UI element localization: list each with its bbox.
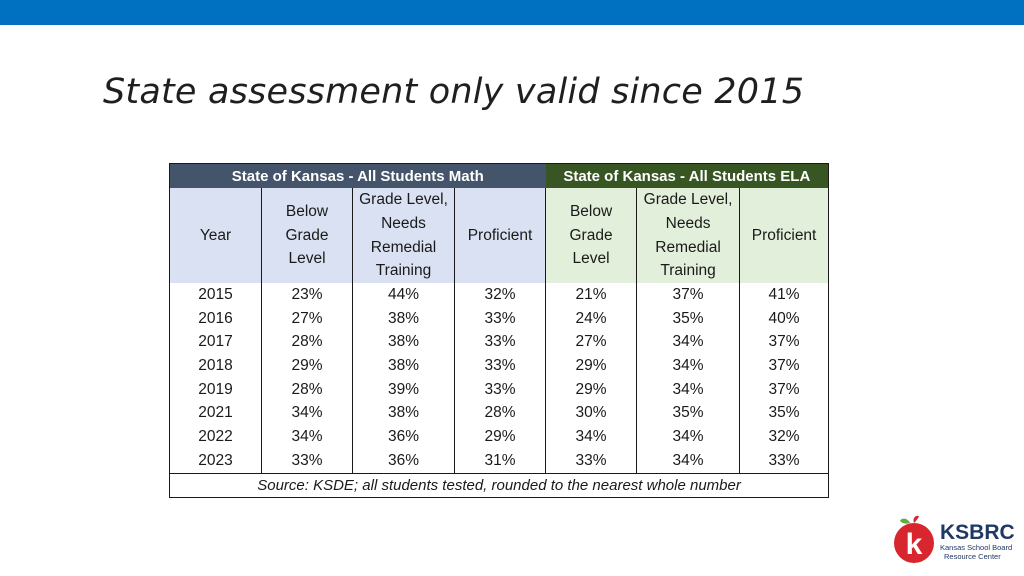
cell-ela-below: 34%: [545, 425, 637, 449]
cell-math-remedial: 36%: [352, 448, 455, 473]
cell-math-proficient: 31%: [453, 448, 546, 473]
table-row: 2023 33% 36% 31% 33% 34% 33%: [169, 448, 830, 473]
table-row: 2022 34% 36% 29% 34% 34% 32%: [169, 425, 830, 449]
math-group-header: State of Kansas - All Students Math: [168, 163, 546, 188]
cell-math-remedial: 38%: [352, 354, 455, 378]
cell-year: 2018: [169, 354, 262, 378]
cell-math-below: 28%: [261, 377, 353, 402]
cell-math-remedial: 38%: [352, 401, 455, 426]
cell-math-proficient: 33%: [453, 377, 546, 402]
cell-year: 2017: [169, 330, 262, 355]
col-header-ela-proficient: Proficient: [739, 188, 830, 283]
cell-ela-below: 24%: [545, 306, 637, 331]
cell-ela-below: 30%: [545, 401, 637, 426]
cell-math-remedial: 36%: [352, 425, 455, 449]
logo-mark: k: [906, 528, 923, 561]
cell-ela-below: 33%: [545, 448, 637, 473]
cell-ela-below: 21%: [545, 283, 637, 307]
col-header-ela-remedial: Grade Level, Needs Remedial Training: [636, 188, 740, 283]
logo-subtitle-1: Kansas School Board: [940, 543, 1012, 552]
ela-group-header: State of Kansas - All Students ELA: [545, 163, 830, 188]
slide-title: State assessment only valid since 2015: [103, 72, 805, 112]
cell-ela-proficient: 32%: [739, 425, 830, 449]
apple-logo-icon: [894, 523, 934, 563]
col-header-math-below: Below Grade Level: [261, 188, 353, 283]
cell-math-proficient: 29%: [453, 425, 546, 449]
table-row: 2015 23% 44% 32% 21% 37% 41%: [169, 283, 830, 307]
cell-ela-remedial: 35%: [636, 401, 740, 426]
cell-year: 2015: [169, 283, 262, 307]
cell-ela-proficient: 37%: [739, 377, 830, 402]
logo-name: KSBRC: [940, 521, 1015, 544]
cell-math-below: 29%: [261, 354, 353, 378]
cell-year: 2016: [169, 306, 262, 331]
cell-math-proficient: 28%: [453, 401, 546, 426]
ksbrc-logo: k KSBRC Kansas School Board Resource Cen…: [894, 515, 1015, 563]
cell-math-proficient: 33%: [453, 354, 546, 378]
table-row: 2019 28% 39% 33% 29% 34% 37%: [169, 377, 830, 402]
cell-math-below: 34%: [261, 401, 353, 426]
table-row: 2016 27% 38% 33% 24% 35% 40%: [169, 306, 830, 331]
cell-ela-remedial: 35%: [636, 306, 740, 331]
cell-ela-remedial: 34%: [636, 377, 740, 402]
top-accent-bar: [0, 0, 1024, 25]
cell-math-proficient: 32%: [453, 283, 546, 307]
cell-math-proficient: 33%: [453, 330, 546, 355]
cell-year: 2023: [169, 448, 262, 473]
assessment-table: State of Kansas - All Students Math Stat…: [168, 163, 830, 498]
cell-ela-below: 27%: [545, 330, 637, 355]
cell-math-proficient: 33%: [453, 306, 546, 331]
cell-math-remedial: 39%: [352, 377, 455, 402]
cell-ela-proficient: 37%: [739, 354, 830, 378]
table-row: 2017 28% 38% 33% 27% 34% 37%: [169, 330, 830, 355]
cell-math-below: 34%: [261, 425, 353, 449]
source-note: Source: KSDE; all students tested, round…: [168, 472, 830, 498]
col-header-math-proficient: Proficient: [453, 188, 546, 283]
col-header-year: Year: [169, 188, 262, 283]
cell-ela-remedial: 34%: [636, 425, 740, 449]
table-row: 2021 34% 38% 28% 30% 35% 35%: [169, 401, 830, 426]
col-header-ela-below: Below Grade Level: [545, 188, 637, 283]
cell-ela-remedial: 34%: [636, 448, 740, 473]
cell-ela-remedial: 34%: [636, 354, 740, 378]
cell-ela-proficient: 33%: [739, 448, 830, 473]
table-row: 2018 29% 38% 33% 29% 34% 37%: [169, 354, 830, 378]
col-header-math-remedial: Grade Level, Needs Remedial Training: [352, 188, 455, 283]
cell-math-below: 28%: [261, 330, 353, 355]
cell-ela-proficient: 40%: [739, 306, 830, 331]
cell-math-below: 23%: [261, 283, 353, 307]
cell-ela-remedial: 37%: [636, 283, 740, 307]
cell-math-remedial: 44%: [352, 283, 455, 307]
cell-math-below: 27%: [261, 306, 353, 331]
cell-math-remedial: 38%: [352, 306, 455, 331]
cell-math-below: 33%: [261, 448, 353, 473]
cell-ela-proficient: 37%: [739, 330, 830, 355]
leaf-icon: [900, 518, 910, 524]
cell-year: 2021: [169, 401, 262, 426]
cell-ela-below: 29%: [545, 354, 637, 378]
cell-ela-remedial: 34%: [636, 330, 740, 355]
cell-math-remedial: 38%: [352, 330, 455, 355]
cell-ela-proficient: 41%: [739, 283, 830, 307]
cell-year: 2019: [169, 377, 262, 402]
cell-year: 2022: [169, 425, 262, 449]
cell-ela-below: 29%: [545, 377, 637, 402]
logo-subtitle-2: Resource Center: [944, 552, 1001, 561]
cell-ela-proficient: 35%: [739, 401, 830, 426]
